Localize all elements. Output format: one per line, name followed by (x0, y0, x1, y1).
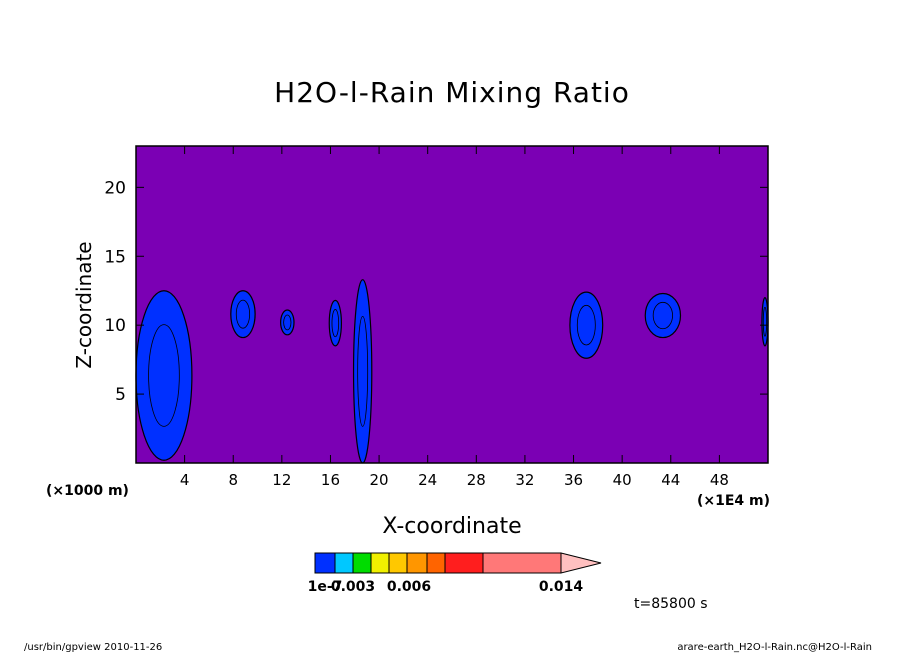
colorbar-segment (314, 552, 336, 574)
y-tick-label: 20 (104, 178, 126, 198)
y-tick-label: 10 (104, 316, 126, 336)
rain-cell (352, 279, 373, 464)
rain-cell-contour (357, 315, 369, 427)
x-tick-label: 40 (613, 471, 632, 489)
colorbar-tick-label: 0.014 (539, 579, 584, 595)
colorbar-segment (352, 552, 372, 574)
y-tick-label: 5 (115, 385, 126, 405)
y-axis-label: Z-coordinate (72, 241, 96, 369)
colorbar-tick-label: 1e-7 (308, 579, 343, 595)
rain-cell (328, 299, 343, 347)
rain-cell-contour (148, 324, 180, 427)
x-tick-label: 8 (228, 471, 238, 489)
x-tick-label: 28 (467, 471, 486, 489)
x-units-label: (×1000 m) (46, 483, 129, 499)
x-tick-label: 20 (370, 471, 389, 489)
chart-title: H2O-l-Rain Mixing Ratio (274, 76, 630, 109)
colorbar-tick-label: 0.003 (331, 579, 375, 595)
x-tick-label: 32 (515, 471, 534, 489)
rain-cell-contour (331, 309, 340, 338)
x-tick-label: 24 (418, 471, 437, 489)
colorbar-tick-label: 0.006 (387, 579, 431, 595)
x-tick-label: 12 (272, 471, 291, 489)
rain-cell-contour (762, 306, 768, 337)
colorbar-segment (370, 552, 390, 574)
x-tick-label: 4 (180, 471, 190, 489)
colorbar-segment (388, 552, 408, 574)
x-tick-label: 16 (321, 471, 340, 489)
x-tick-label: 48 (710, 471, 729, 489)
rain-cell (280, 309, 295, 336)
rain-cell (230, 290, 256, 339)
y-axis: 5 10 15 20 (104, 178, 768, 405)
rain-cell-contour (576, 304, 596, 346)
rain-cell (761, 297, 769, 347)
footer-left: /usr/bin/gpview 2010-11-26 (24, 642, 163, 653)
x-axis: 4 8 12 16 20 24 28 32 36 40 44 48 (180, 146, 729, 489)
colorbar-segment (482, 552, 562, 574)
colorbar-segment (444, 552, 484, 574)
footer-right: arare-earth_H2O-l-Rain.nc@H2O-l-Rain (677, 642, 872, 653)
colorbar-segment (426, 552, 446, 574)
rain-cell (569, 291, 604, 359)
time-label: t=85800 s (634, 596, 708, 612)
plot-frame (135, 145, 769, 464)
x-tick-label: 44 (661, 471, 680, 489)
colorbar: 1e-70.003 0.006 0.014 (308, 552, 602, 595)
rain-cell-contour (652, 301, 673, 330)
rain-cell (135, 290, 193, 461)
rain-cell-contour (235, 299, 251, 329)
rain-cell (644, 292, 682, 339)
colorbar-segment (334, 552, 354, 574)
x-axis-label: X-coordinate (382, 514, 522, 539)
rain-cells (135, 279, 769, 464)
x-scale-note: (×1E4 m) (697, 493, 771, 509)
x-tick-label: 36 (564, 471, 583, 489)
y-tick-label: 15 (104, 247, 126, 267)
colorbar-segment (406, 552, 428, 574)
colorbar-extension (560, 552, 602, 574)
rain-cell-contour (283, 314, 292, 331)
